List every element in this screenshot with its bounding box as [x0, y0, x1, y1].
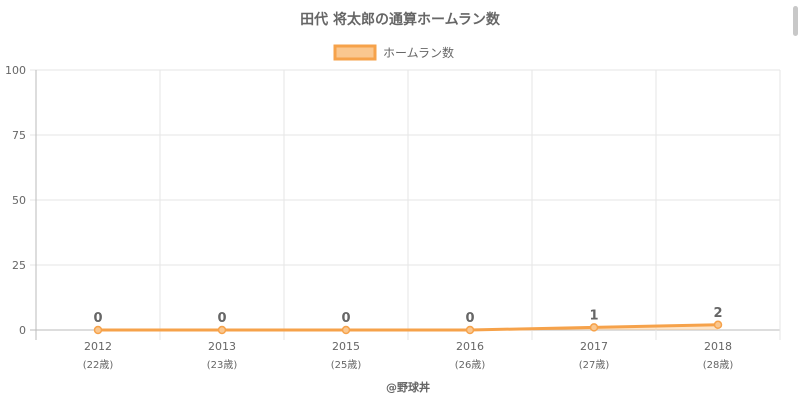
data-label: 0: [93, 311, 102, 326]
y-tick-label: 25: [12, 259, 26, 272]
legend-label: ホームラン数: [383, 45, 454, 60]
x-tick-age-label: (26歳): [455, 359, 486, 371]
chart-title: 田代 将太郎の通算ホームラン数: [300, 11, 501, 28]
x-tick-age-label: (28歳): [703, 359, 734, 371]
x-tick-age-label: (25歳): [331, 359, 362, 371]
y-tick-label: 100: [5, 64, 26, 77]
axes: 02550751002012(22歳)2013(23歳)2015(25歳)201…: [5, 64, 733, 371]
x-tick-label: 2012: [84, 340, 112, 353]
data-label: 0: [465, 311, 474, 326]
x-tick-age-label: (22歳): [83, 359, 114, 371]
data-label: 0: [341, 311, 350, 326]
data-point: [341, 325, 351, 335]
label-layer: 0 0 0 0 1 2: [93, 306, 722, 326]
legend[interactable]: ホームラン数: [333, 44, 454, 61]
x-tick-label: 2018: [704, 340, 732, 353]
data-point: [465, 325, 475, 335]
data-point: [217, 325, 227, 335]
data-label: 2: [713, 306, 722, 321]
footer-credit: @野球丼: [386, 380, 430, 394]
scrollbar-thumb[interactable]: [793, 6, 798, 36]
data-point: [589, 323, 599, 332]
x-tick-label: 2017: [580, 340, 608, 353]
series-layer: [93, 320, 723, 335]
legend-swatch: [333, 44, 377, 61]
x-tick-label: 2013: [208, 340, 236, 353]
x-tick-label: 2016: [456, 340, 484, 353]
data-label: 1: [589, 308, 598, 323]
x-tick-label: 2015: [332, 340, 360, 353]
data-label: 0: [217, 311, 226, 326]
x-tick-age-label: (23歳): [207, 359, 238, 371]
data-point: [93, 325, 103, 335]
x-tick-age-label: (27歳): [579, 359, 610, 371]
y-tick-label: 0: [19, 324, 26, 337]
grid: [30, 69, 781, 340]
y-tick-label: 50: [12, 194, 26, 207]
y-tick-label: 75: [12, 129, 26, 142]
data-point: [713, 320, 723, 330]
series-line: [98, 323, 719, 332]
